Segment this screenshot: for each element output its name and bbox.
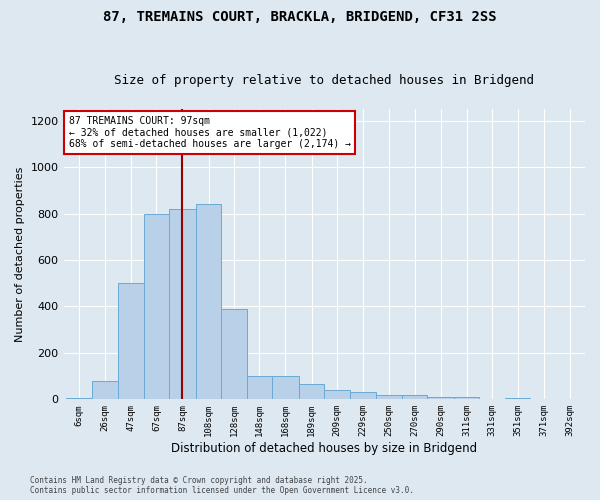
Bar [402,394,427,400]
Bar [272,376,299,400]
Bar [427,397,454,400]
Bar [350,392,376,400]
Y-axis label: Number of detached properties: Number of detached properties [15,166,25,342]
Bar [143,214,169,400]
X-axis label: Distribution of detached houses by size in Bridgend: Distribution of detached houses by size … [171,442,478,455]
Bar [376,394,402,400]
Bar [247,376,272,400]
Text: Contains HM Land Registry data © Crown copyright and database right 2025.
Contai: Contains HM Land Registry data © Crown c… [30,476,414,495]
Bar [169,209,196,400]
Bar [324,390,350,400]
Bar [118,283,143,400]
Bar [454,398,479,400]
Bar [221,308,247,400]
Bar [66,398,92,400]
Text: 87 TREMAINS COURT: 97sqm
← 32% of detached houses are smaller (1,022)
68% of sem: 87 TREMAINS COURT: 97sqm ← 32% of detach… [68,116,350,149]
Bar [196,204,221,400]
Bar [505,398,530,400]
Title: Size of property relative to detached houses in Bridgend: Size of property relative to detached ho… [114,74,534,87]
Bar [557,398,583,400]
Bar [299,384,324,400]
Bar [92,381,118,400]
Text: 87, TREMAINS COURT, BRACKLA, BRIDGEND, CF31 2SS: 87, TREMAINS COURT, BRACKLA, BRIDGEND, C… [103,10,497,24]
